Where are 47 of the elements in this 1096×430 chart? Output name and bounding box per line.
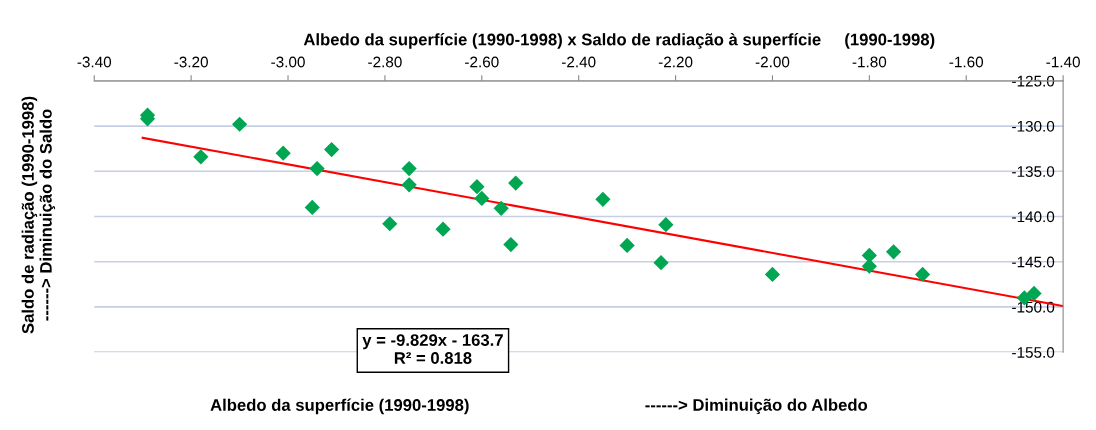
- point: [619, 237, 635, 254]
- text: ------> Diminuição do Albedo: [645, 398, 868, 415]
- point: [658, 217, 674, 233]
- point: [764, 266, 781, 282]
- point: [382, 216, 398, 232]
- x-tick-label: -2.20: [658, 56, 693, 68]
- point: [508, 175, 524, 191]
- y-tick-label: -130.0: [1012, 120, 1055, 132]
- point: [653, 255, 669, 271]
- x-tick-label: -3.00: [271, 56, 305, 68]
- point: [309, 160, 325, 177]
- point: [474, 190, 490, 207]
- x-axis-title: Albedo da superfície (1990-1998): [210, 398, 469, 415]
- y-tick-label: -135.0: [1012, 166, 1055, 177]
- y-tick-label: -140.0: [1012, 211, 1055, 223]
- point: [861, 258, 877, 274]
- point: [1026, 285, 1042, 301]
- y-axis-title: Saldo de radiação (1990-1998) ------> Diminuição do Saldo: [21, 96, 56, 334]
- point: [503, 236, 519, 253]
- point: [469, 179, 485, 195]
- point: [304, 199, 320, 216]
- point: [231, 116, 248, 132]
- x-tick-label: -2.60: [465, 56, 499, 68]
- y-tick-label: -145.0: [1012, 256, 1055, 268]
- point: [885, 244, 902, 260]
- x-tick-label: -2.80: [368, 56, 402, 68]
- annotation: y = -9.829x - 163.7 R² = 0.818: [362, 334, 503, 364]
- chart-title: Albedo da superfície (1990-1998) x Saldo de radiação à superfície (1990-1998): [303, 33, 935, 49]
- point: [435, 221, 451, 237]
- x-tick-label: -1.40: [1046, 56, 1080, 68]
- x-tick-label: -3.20: [174, 56, 208, 68]
- x-tick-label: -3.40: [77, 56, 112, 68]
- point: [401, 177, 417, 193]
- point: [401, 160, 417, 177]
- x-tick-label: -1.80: [852, 56, 887, 68]
- x-tick-label: -2.40: [561, 56, 596, 68]
- y-tick-label: -155.0: [1012, 347, 1055, 358]
- point: [595, 191, 611, 207]
- point: [324, 141, 340, 158]
- x-tick-label: -1.60: [949, 56, 984, 68]
- point: [493, 200, 509, 216]
- y-tick-label: -150.0: [1012, 301, 1055, 313]
- point: [275, 145, 291, 161]
- y-tick-label: -125.0: [1012, 75, 1055, 87]
- point: [915, 266, 931, 282]
- point: [193, 149, 209, 165]
- x-tick-label: -2.00: [755, 56, 790, 68]
